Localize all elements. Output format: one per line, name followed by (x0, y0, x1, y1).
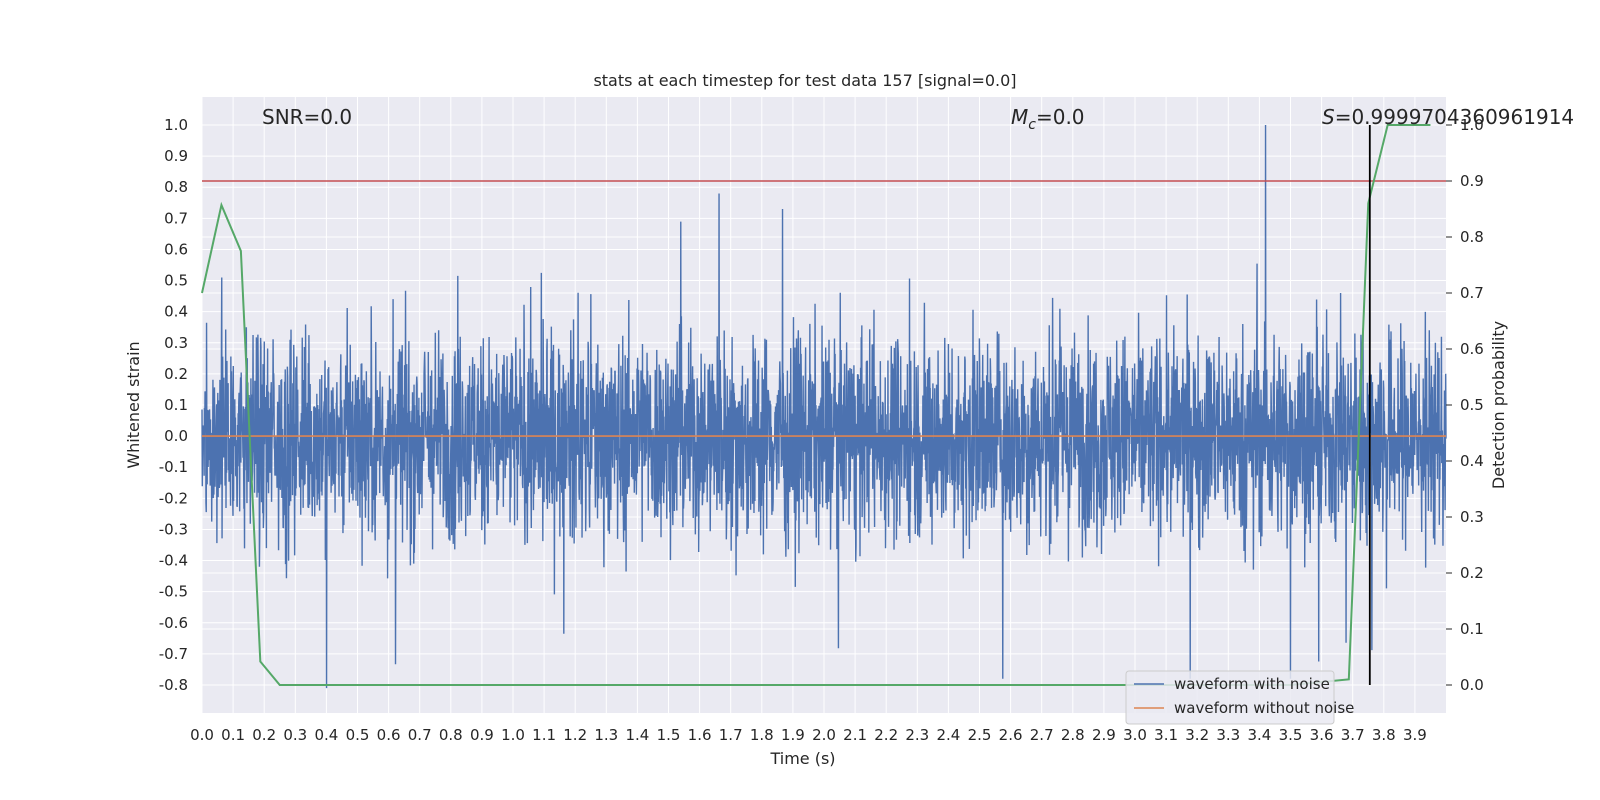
mc-symbol: M (1011, 105, 1028, 129)
x-tick-label: 2.7 (1030, 726, 1054, 744)
x-tick-label: 1.0 (501, 726, 525, 744)
y2-tick-label: 0.8 (1460, 228, 1484, 246)
x-tick-label: 1.9 (781, 726, 805, 744)
legend: waveform with noise waveform without noi… (1125, 670, 1354, 725)
x-tick-label: 2.8 (1061, 726, 1085, 744)
y-tick-label: -0.3 (159, 520, 188, 538)
x-tick-label: 3.6 (1310, 726, 1334, 744)
x-tick-label: 2.4 (936, 726, 960, 744)
y-tick-label: -0.5 (159, 583, 188, 601)
legend-label-noise: waveform with noise (1174, 675, 1330, 693)
mc-subscript: c (1028, 117, 1036, 133)
x-tick-label: 1.4 (625, 726, 649, 744)
x-tick-label: 2.2 (874, 726, 898, 744)
x-tick-label: 0.0 (190, 726, 214, 744)
x-tick-label: 3.2 (1185, 726, 1209, 744)
x-tick-label: 3.3 (1216, 726, 1240, 744)
y-tick-label: -0.7 (159, 645, 188, 663)
y-tick-label: -0.2 (159, 489, 188, 507)
x-tick-label: 1.7 (719, 726, 743, 744)
y-tick-label: 0.9 (164, 147, 188, 165)
x-tick-label: 0.1 (221, 726, 245, 744)
y2-tick-label: 0.5 (1460, 396, 1484, 414)
series-detection-probability (201, 124, 1431, 686)
y2-tick-label: 0.6 (1460, 340, 1484, 358)
y-tick-label: -0.6 (159, 614, 188, 632)
y-tick-label: 0.5 (164, 272, 188, 290)
x-tick-label: 3.5 (1279, 726, 1303, 744)
s-value: =0.9999704360961914 (1335, 105, 1574, 129)
y2-tick-label: 0.3 (1460, 508, 1484, 526)
x-tick-label: 3.0 (1123, 726, 1147, 744)
x-tick-label: 0.3 (283, 726, 307, 744)
y2-tick-label: 0.2 (1460, 564, 1484, 582)
x-tick-label: 2.0 (812, 726, 836, 744)
mc-value: =0.0 (1036, 105, 1085, 129)
x-tick-label: 1.1 (532, 726, 556, 744)
y2-tick-label: 1.0 (1460, 116, 1484, 134)
x-tick-label: 1.5 (657, 726, 681, 744)
x-tick-label: 0.9 (470, 726, 494, 744)
x-tick-label: 1.6 (688, 726, 712, 744)
x-tick-label: 3.8 (1372, 726, 1396, 744)
x-tick-label: 0.5 (346, 726, 370, 744)
y-tick-label: 0.7 (164, 209, 188, 227)
x-tick-label: 3.4 (1247, 726, 1271, 744)
y-tick-label: 0.0 (164, 427, 188, 445)
noise-path (201, 124, 1447, 689)
y-axis-label: Whitened strain (124, 341, 143, 468)
x-axis-label: Time (s) (769, 749, 835, 768)
y-tick-label: 1.0 (164, 116, 188, 134)
mc-annotation: Mc=0.0 (1011, 105, 1085, 133)
s-annotation: S=0.9999704360961914 (1322, 105, 1574, 129)
x-tick-label: 1.3 (594, 726, 618, 744)
y-tick-label: 0.4 (164, 303, 188, 321)
x-tick-label: 3.7 (1341, 726, 1365, 744)
chart-title: stats at each timestep for test data 157… (593, 71, 1016, 90)
y2-tick-label: 0.0 (1460, 676, 1484, 694)
x-tick-label: 1.2 (563, 726, 587, 744)
x-tick-label: 2.5 (968, 726, 992, 744)
x-tick-label: 3.9 (1403, 726, 1427, 744)
y2-axis-label: Detection probability (1489, 321, 1508, 489)
x-tick-label: 0.8 (439, 726, 463, 744)
y2-tick-label: 0.4 (1460, 452, 1484, 470)
legend-box (1125, 670, 1335, 725)
legend-label-clean: waveform without noise (1174, 699, 1354, 717)
y-tick-label: -0.1 (159, 458, 188, 476)
y-tick-label: -0.4 (159, 552, 188, 570)
y2-tick-label: 0.1 (1460, 620, 1484, 638)
x-tick-label: 1.8 (750, 726, 774, 744)
x-axis-ticks: 0.0 0.1 0.2 0.3 0.4 0.5 0.6 0.7 0.8 0.9 1.0 1.1 1.2 1… (190, 726, 1427, 744)
x-tick-label: 2.9 (1092, 726, 1116, 744)
y-tick-label: 0.2 (164, 365, 188, 383)
y-tick-label: 0.3 (164, 334, 188, 352)
x-tick-label: 0.6 (377, 726, 401, 744)
y-tick-label: 0.8 (164, 178, 188, 196)
y-tick-label: -0.8 (159, 676, 188, 694)
series-waveform-with-noise (201, 124, 1447, 689)
x-tick-label: 2.3 (905, 726, 929, 744)
y-tick-label: 0.6 (164, 240, 188, 258)
x-tick-label: 2.1 (843, 726, 867, 744)
y-tick-label: 0.1 (164, 396, 188, 414)
s-symbol: S (1322, 105, 1335, 129)
x-tick-label: 0.2 (252, 726, 276, 744)
y2-tick-label: 0.9 (1460, 172, 1484, 190)
x-tick-label: 0.4 (314, 726, 338, 744)
x-tick-label: 0.7 (408, 726, 432, 744)
x-tick-label: 2.6 (999, 726, 1023, 744)
y-axis-ticks: 1.0 0.9 0.8 0.7 0.6 0.5 0.4 0.3 0.2 0.1 0.0 -0.1 -0.… (159, 116, 188, 694)
x-tick-label: 3.1 (1154, 726, 1178, 744)
snr-annotation: SNR=0.0 (262, 105, 352, 129)
y2-tick-label: 0.7 (1460, 284, 1484, 302)
y2-axis-ticks: 1.0 0.9 0.8 0.7 0.6 0.5 0.4 0.3 0.2 0.1 0.0 (1446, 116, 1484, 694)
